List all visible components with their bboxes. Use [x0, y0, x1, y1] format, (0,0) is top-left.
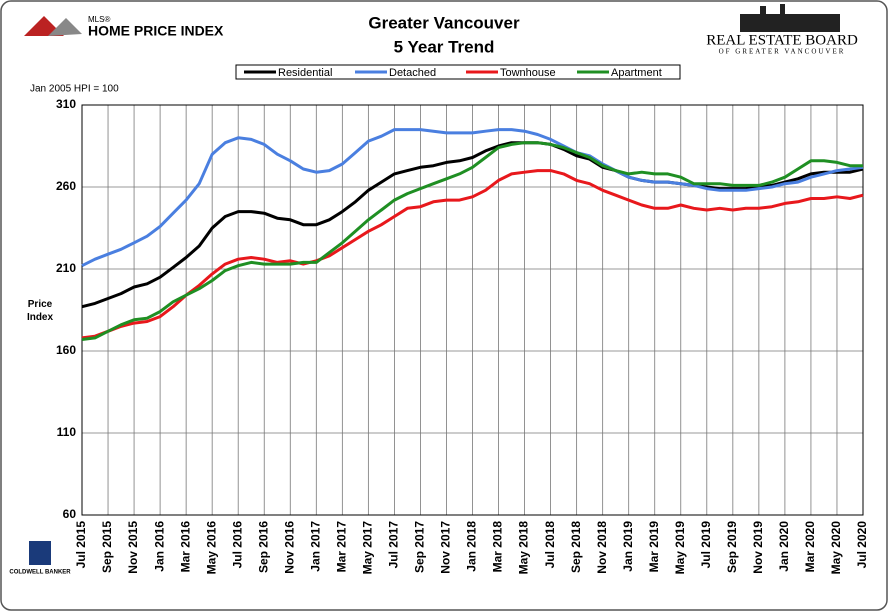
- series-line: [81, 141, 863, 341]
- legend-label: Residential: [278, 67, 332, 79]
- cb-logo: COLDWELL BANKER: [9, 541, 71, 576]
- x-tick-label: Jul 2018: [543, 521, 557, 569]
- logo-roof: [48, 18, 82, 36]
- x-tick-label: Jan 2019: [621, 521, 635, 572]
- x-tick-label: Sep 2019: [725, 521, 739, 573]
- x-tick-label: Jul 2015: [74, 521, 88, 569]
- y-tick-label: 260: [56, 179, 76, 193]
- x-tick-label: Sep 2015: [100, 521, 114, 573]
- series-line: [81, 169, 864, 340]
- x-tick-label: May 2017: [361, 521, 375, 575]
- skyline: [760, 6, 766, 16]
- x-tick-label: Mar 2017: [335, 521, 349, 573]
- hpi-logo: MLS® HOME PRICE INDEX: [24, 15, 224, 39]
- x-tick-label: Nov 2016: [282, 521, 296, 574]
- x-tick-label: Mar 2016: [178, 521, 192, 573]
- logo-text: OF GREATER VANCOUVER: [719, 48, 846, 56]
- x-tick-label: Jan 2016: [152, 521, 166, 572]
- chart-title: Greater Vancouver: [368, 13, 520, 32]
- x-tick-label: Sep 2017: [413, 521, 427, 573]
- legend-label: Detached: [389, 67, 436, 79]
- x-tick-label: May 2019: [673, 521, 687, 575]
- x-tick-label: May 2020: [829, 521, 843, 575]
- logo-box: [29, 541, 51, 565]
- y-tick-label: 310: [56, 97, 76, 111]
- legend-label: Apartment: [611, 67, 662, 79]
- x-tick-label: Jan 2017: [308, 521, 322, 572]
- x-tick-label: Jan 2020: [777, 521, 791, 572]
- series-line: [81, 141, 864, 309]
- plot-frame: [81, 104, 864, 516]
- x-tick-label: Mar 2020: [803, 521, 817, 573]
- y-tick-label: 210: [56, 261, 76, 275]
- x-tick-label: Nov 2015: [126, 521, 140, 574]
- x-tick-label: Sep 2016: [256, 521, 270, 573]
- x-tick-label: Jul 2019: [699, 521, 713, 569]
- x-tick-label: May 2018: [517, 521, 531, 575]
- x-tick-label: Jan 2018: [465, 521, 479, 572]
- skyline: [740, 14, 840, 32]
- legend-label: Townhouse: [500, 67, 556, 79]
- logo-text: HOME PRICE INDEX: [88, 23, 224, 39]
- logo-text: REAL ESTATE BOARD: [706, 32, 858, 48]
- logo-text: COLDWELL BANKER: [9, 570, 71, 576]
- x-tick-label: Nov 2019: [751, 521, 765, 574]
- x-tick-label: Sep 2018: [569, 521, 583, 573]
- skyline: [780, 4, 785, 16]
- legend: [235, 64, 681, 80]
- chart-subtitle: 5 Year Trend: [394, 37, 495, 56]
- note: Jan 2005 HPI = 100: [30, 84, 119, 95]
- x-tick-label: Mar 2018: [491, 521, 505, 573]
- board-logo: REAL ESTATE BOARD OF GREATER VANCOUVER: [706, 4, 858, 56]
- x-tick-label: Jul 2016: [230, 521, 244, 569]
- y-tick-label: 160: [56, 343, 76, 357]
- x-tick-label: Mar 2019: [647, 521, 661, 573]
- x-tick-label: Jul 2020: [855, 521, 869, 569]
- logo-text: MLS®: [88, 15, 110, 24]
- x-tick-label: Nov 2018: [595, 521, 609, 574]
- y-tick-label: 60: [63, 507, 77, 521]
- x-tick-label: May 2016: [204, 521, 218, 575]
- series-line: [81, 128, 864, 268]
- y-axis-label: Price Index: [27, 299, 54, 323]
- x-tick-label: Jul 2017: [387, 521, 401, 569]
- y-tick-label: 110: [57, 425, 77, 439]
- x-tick-label: Nov 2017: [439, 521, 453, 574]
